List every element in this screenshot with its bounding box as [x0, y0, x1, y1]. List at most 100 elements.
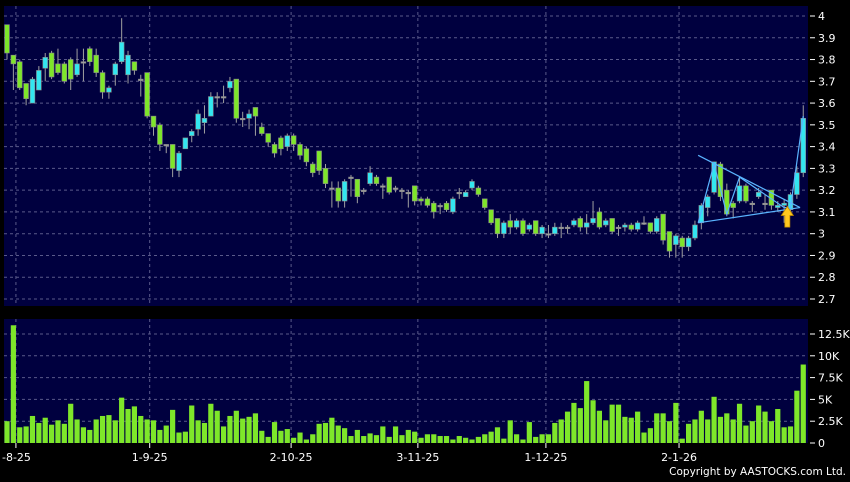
volume-bar	[673, 402, 679, 443]
volume-bar	[405, 429, 411, 443]
candle-body	[367, 172, 373, 184]
candle-body	[265, 133, 271, 143]
candle-body	[259, 126, 265, 134]
volume-bar	[800, 364, 806, 443]
volume-bar	[558, 419, 564, 443]
volume-bar	[170, 409, 176, 443]
candle	[571, 218, 577, 228]
candle-body	[239, 118, 246, 121]
candle	[246, 109, 252, 130]
candle	[227, 76, 233, 93]
candle	[150, 115, 157, 136]
volume-bar	[367, 433, 373, 443]
candle-body	[87, 48, 93, 63]
copyright-text: Copyright by AASTOCKS.com Ltd.	[669, 466, 846, 478]
candle-body	[93, 54, 99, 73]
candle	[29, 76, 36, 104]
volume-bar	[265, 436, 271, 443]
price-tick-label: 3.8	[818, 54, 836, 67]
candle	[125, 50, 131, 84]
candle	[666, 231, 673, 258]
candle-body	[513, 220, 520, 228]
volume-bar	[246, 416, 252, 443]
candle	[794, 166, 800, 199]
volume-bar	[463, 437, 469, 443]
candle-body	[704, 196, 711, 208]
candle-body	[660, 213, 666, 241]
candle	[577, 216, 584, 232]
volume-bar	[138, 415, 144, 443]
candle	[341, 179, 348, 208]
volume-bar	[348, 436, 354, 443]
price-tick-label: 3.4	[818, 141, 836, 154]
volume-bar	[144, 419, 150, 443]
volume-bar	[711, 396, 717, 443]
x-axis: -8-25 1-9-25 2-10-25 3-11-25 1-12-25 2-1-26	[2, 443, 697, 464]
candle	[55, 48, 61, 75]
price-axis: 4 3.9 3.8 3.7 3.6 3.5 3.4 3.3 3.2 3.1 3 2.9 2.8 2.7	[810, 10, 836, 306]
candle	[762, 194, 768, 210]
candle	[348, 174, 354, 197]
candle-body	[603, 220, 609, 226]
candle	[692, 220, 698, 241]
price-tick-label: 3.5	[818, 119, 836, 132]
price-tick-label: 3.9	[818, 32, 836, 45]
candle	[520, 218, 526, 236]
candle	[297, 142, 303, 160]
candle	[367, 166, 373, 186]
volume-tick-label: 7.5K	[818, 372, 843, 385]
volume-bar	[756, 405, 762, 443]
volume-bar	[335, 425, 341, 443]
candle	[10, 54, 17, 91]
candle	[615, 224, 622, 236]
candle-body	[42, 57, 48, 69]
volume-bar	[488, 431, 494, 443]
candle	[545, 224, 552, 239]
candle-body	[68, 59, 74, 80]
candle	[373, 174, 380, 186]
volume-bar	[584, 381, 590, 443]
candle-body	[507, 220, 513, 228]
candle	[443, 201, 450, 212]
price-tick-label: 3	[818, 228, 825, 241]
price-tick-label: 3.2	[818, 184, 836, 197]
candle	[679, 235, 685, 258]
candle-body	[749, 202, 755, 206]
candle	[603, 218, 609, 228]
volume-bar	[424, 434, 431, 443]
candle	[736, 177, 743, 204]
volume-bar	[233, 410, 239, 443]
candle-body	[322, 168, 329, 184]
volume-bar	[443, 436, 450, 443]
candle-body	[685, 237, 692, 248]
volume-bar	[284, 429, 290, 443]
candle	[711, 161, 717, 195]
candle	[469, 179, 475, 191]
candle	[660, 213, 666, 245]
candle-body	[794, 172, 800, 195]
candle-body	[431, 202, 437, 213]
candle-body	[488, 209, 494, 224]
candle	[513, 218, 520, 230]
candle-body	[590, 218, 596, 224]
candle	[494, 218, 501, 239]
candle-body	[755, 192, 762, 197]
candle-body	[182, 137, 189, 150]
candle	[329, 181, 335, 208]
candle	[622, 222, 628, 232]
candle-body	[278, 137, 284, 150]
candle	[437, 203, 443, 215]
candle-body	[558, 226, 564, 229]
candle-body	[201, 118, 208, 123]
candle	[552, 222, 558, 236]
candle-body	[80, 61, 87, 64]
candle-body	[138, 78, 144, 81]
candle-body	[341, 181, 348, 202]
candle-body	[552, 226, 558, 234]
candle-body	[622, 224, 628, 228]
volume-bar	[106, 415, 112, 443]
volume-tick-label: 5K	[818, 393, 833, 406]
candle	[195, 109, 201, 136]
volume-bar	[603, 420, 609, 443]
volume-bar	[297, 432, 303, 443]
